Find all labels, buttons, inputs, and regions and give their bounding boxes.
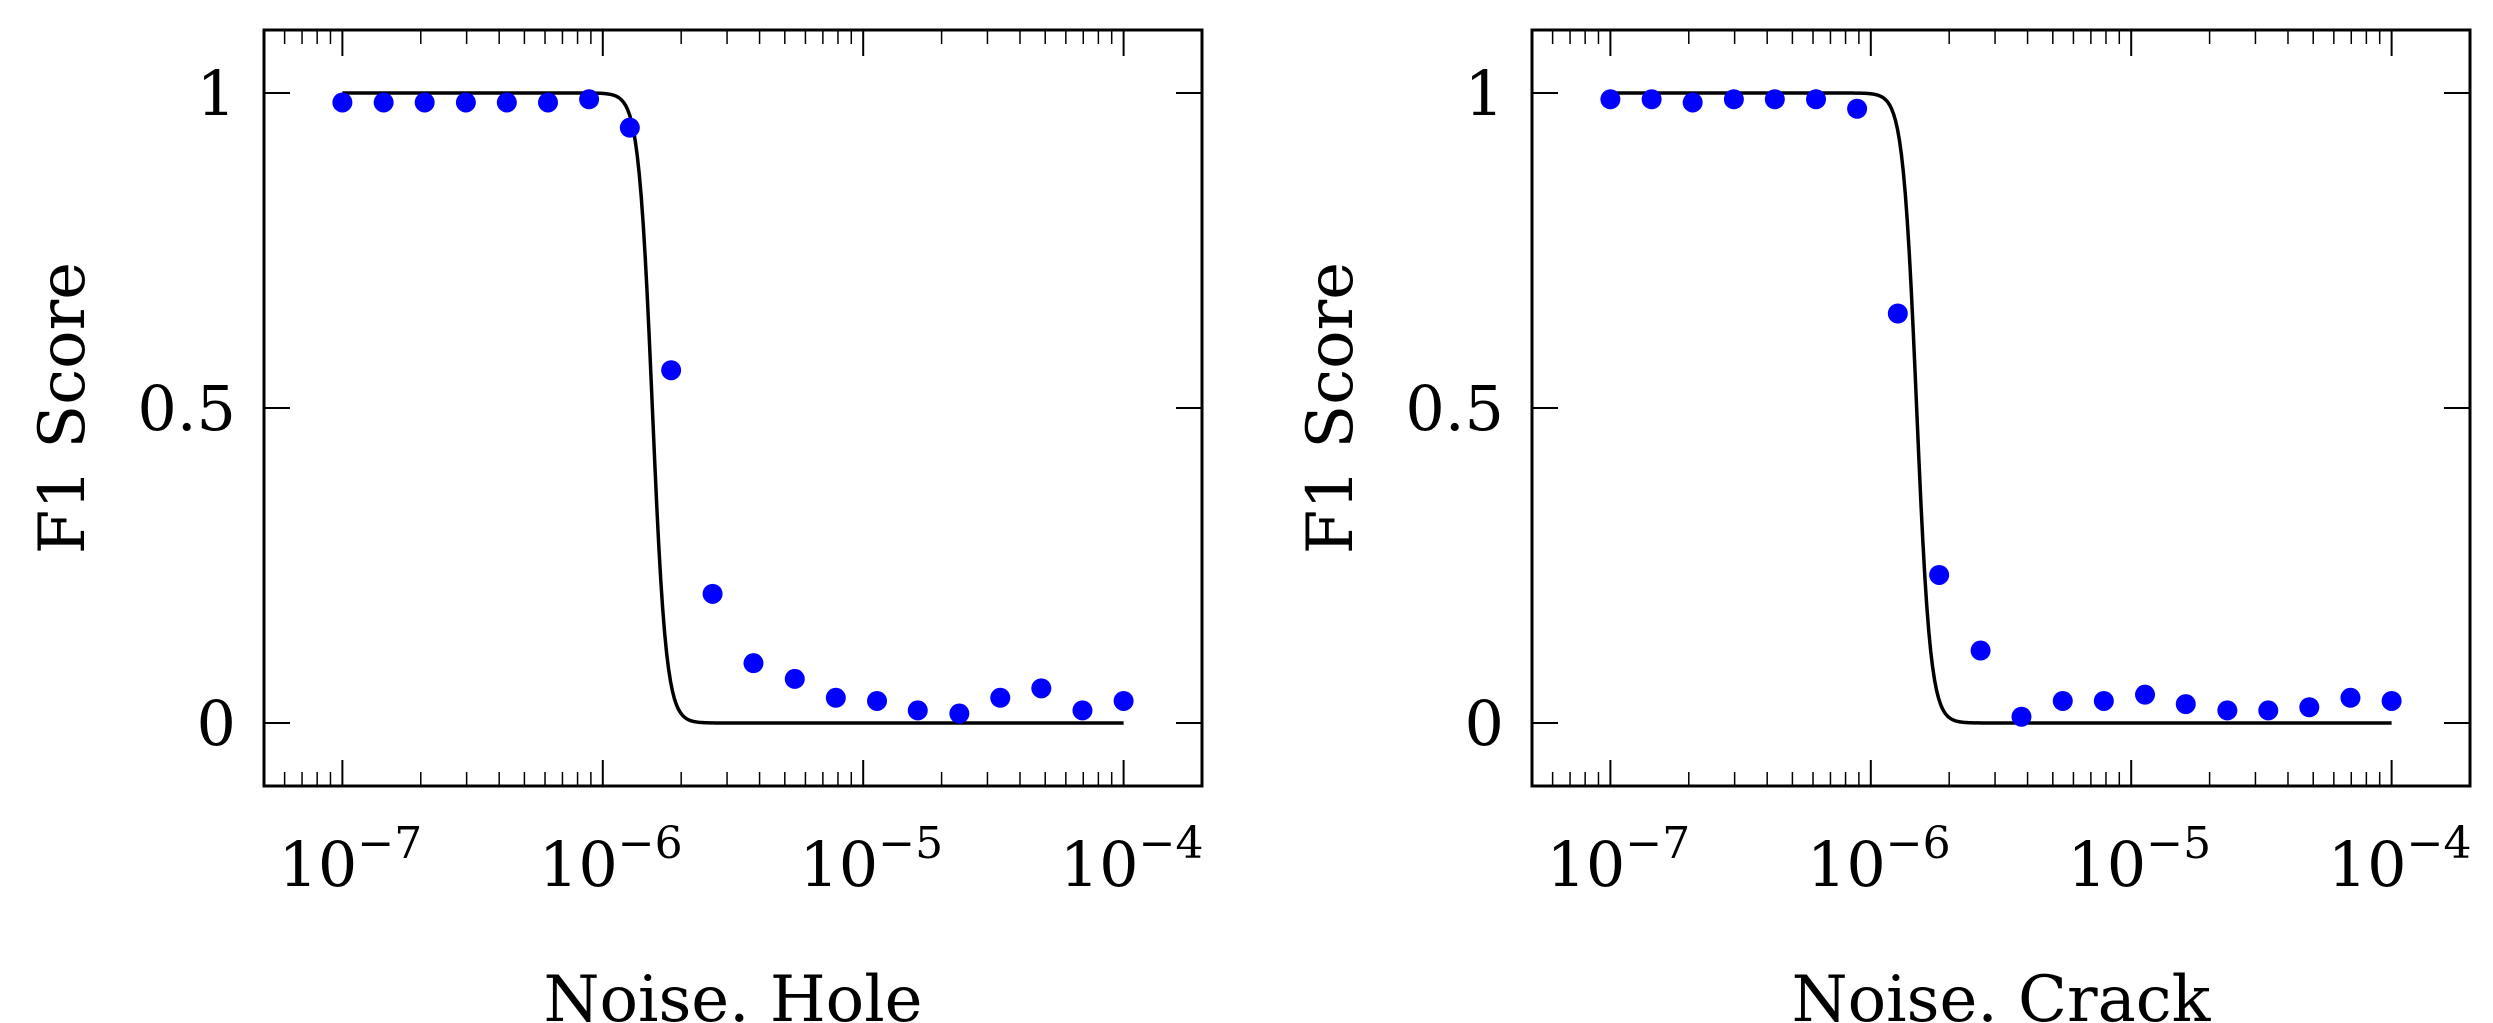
data-point <box>1600 89 1621 110</box>
y-tick-label: 0.5 <box>137 372 236 445</box>
data-point <box>907 700 928 721</box>
x-tick-label: 10−4 <box>1060 818 1204 901</box>
data-point <box>1072 700 1093 721</box>
data-point <box>1970 640 1991 661</box>
data-point <box>1887 303 1908 324</box>
x-minor-ticks <box>283 30 1113 786</box>
x-tick-label: 10−4 <box>2328 818 2472 901</box>
data-point <box>784 668 805 689</box>
data-point <box>1764 89 1785 110</box>
data-point <box>455 92 476 113</box>
fit-curve <box>1610 91 2392 725</box>
x-tick-label: 10−7 <box>1546 818 1690 901</box>
y-tick-label: 0 <box>1465 687 1504 760</box>
y-tick-label: 1 <box>1465 57 1504 130</box>
data-point <box>414 92 435 113</box>
data-point <box>825 687 846 708</box>
data-point <box>949 703 970 724</box>
data-point <box>1113 690 1134 711</box>
data-point <box>1806 89 1827 110</box>
x-tick-label: 10−7 <box>278 818 422 901</box>
data-point <box>2135 684 2156 705</box>
data-point <box>661 360 682 381</box>
data-point <box>1641 89 1662 110</box>
y-axis-title: F1 Score <box>1294 262 1368 554</box>
data-point <box>1847 98 1868 119</box>
x-tick-label: 10−6 <box>539 818 683 901</box>
y-axis-title: F1 Score <box>26 262 100 554</box>
data-point <box>1682 92 1703 113</box>
data-point <box>1723 89 1744 110</box>
data-point <box>743 653 764 674</box>
data-point <box>2093 690 2114 711</box>
data-point <box>538 92 559 113</box>
data-point <box>2381 690 2402 711</box>
x-tick-label: 10−5 <box>2067 818 2211 901</box>
x-minor-ticks <box>1551 30 2381 786</box>
data-point <box>579 89 600 110</box>
x-tick-label: 10−5 <box>799 818 943 901</box>
chart-panel-hole: 10−7 10−6 10−5 10−4 0 0.5 1 Noise. Hole F1 Score <box>26 28 1204 1023</box>
data-point <box>867 690 888 711</box>
y-tick-label: 0.5 <box>1405 372 1504 445</box>
data-point <box>2052 690 2073 711</box>
data-point <box>990 687 1011 708</box>
data-point <box>2299 697 2320 718</box>
data-point <box>1031 678 1052 699</box>
y-tick-label: 1 <box>197 57 236 130</box>
data-point <box>1929 564 1950 585</box>
data-point <box>373 92 394 113</box>
data-point <box>2217 700 2238 721</box>
x-tick-label: 10−6 <box>1807 818 1951 901</box>
data-point <box>619 117 640 138</box>
data-point <box>702 583 723 604</box>
data-point <box>2340 687 2361 708</box>
fit-curve <box>342 91 1124 725</box>
chart-panel-crack: 10−7 10−6 10−5 10−4 0 0.5 1 Noise. Crack F1 Scor… <box>1294 28 2472 1023</box>
plot-frame <box>262 28 1204 788</box>
x-axis-title: Noise. Crack <box>1792 963 2212 1023</box>
data-point <box>2011 706 2032 727</box>
plot-frame <box>1530 28 2472 788</box>
x-axis-title: Noise. Hole <box>543 963 922 1023</box>
y-tick-label: 0 <box>197 687 236 760</box>
data-point <box>2258 700 2279 721</box>
data-point <box>332 92 353 113</box>
data-point <box>2175 694 2196 715</box>
data-point <box>496 92 517 113</box>
